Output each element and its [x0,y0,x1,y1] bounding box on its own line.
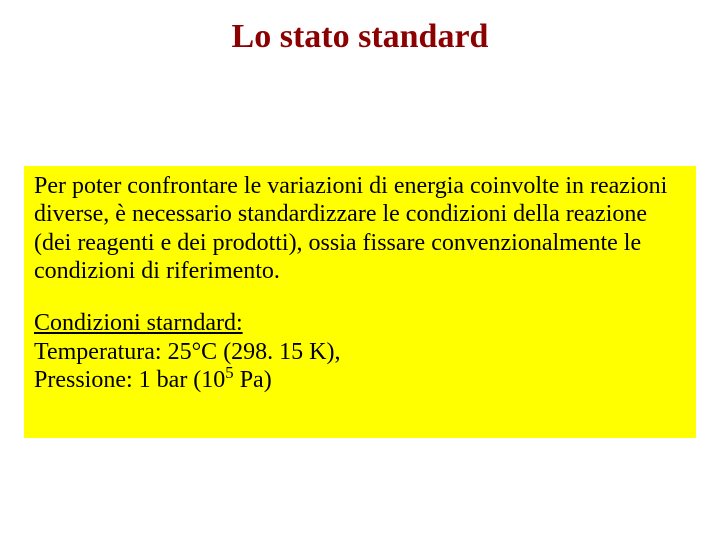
slide: Lo stato standard Per poter confrontare … [0,18,720,540]
temperature-line: Temperatura: 25°C (298. 15 K), [34,339,341,365]
pressure-suffix: Pa) [234,367,272,393]
slide-title: Lo stato standard [0,18,720,56]
pressure-exponent: 5 [225,363,233,382]
pressure-line: Pressione: 1 bar (105 Pa) [34,367,272,393]
conditions-block: Condizioni starndard: Temperatura: 25°C … [34,309,686,394]
intro-paragraph: Per poter confrontare le variazioni di e… [34,172,686,285]
content-box: Per poter confrontare le variazioni di e… [24,166,696,438]
conditions-heading: Condizioni starndard: [34,310,243,336]
pressure-prefix: Pressione: 1 bar (10 [34,367,225,393]
